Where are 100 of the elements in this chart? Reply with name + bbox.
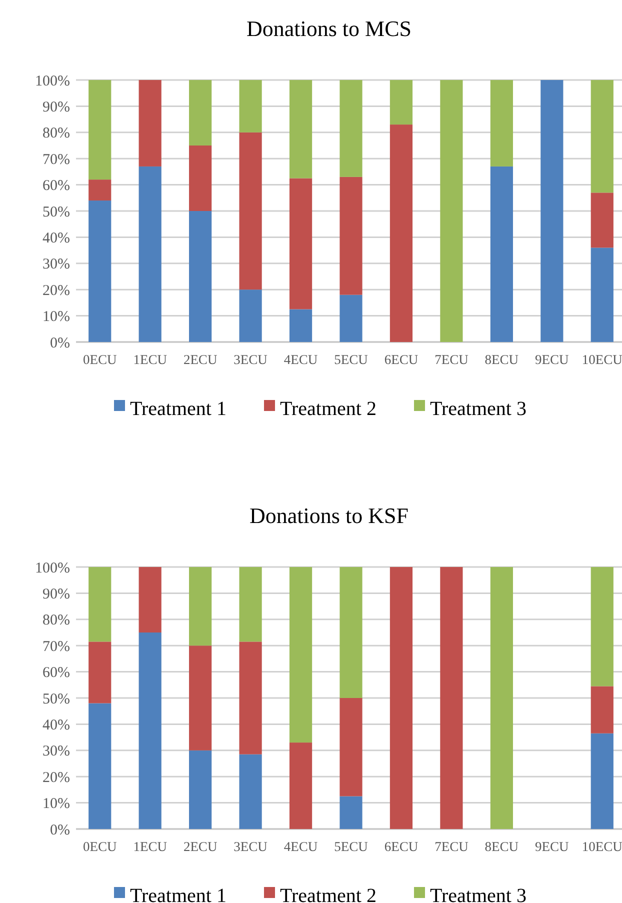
y-tick-label: 0% — [50, 822, 70, 838]
x-tick-label: 6ECU — [384, 839, 418, 854]
chart-title: Donations to MCS — [246, 16, 412, 41]
x-tick-label: 3ECU — [234, 839, 268, 854]
bar — [440, 567, 463, 829]
bar — [590, 567, 614, 686]
y-tick-label: 90% — [42, 586, 70, 602]
legend-label: Treatment 2 — [280, 398, 376, 420]
x-tick-label: 1ECU — [133, 839, 168, 854]
bar — [590, 686, 614, 734]
bar — [239, 754, 262, 829]
bar — [239, 290, 262, 342]
bar — [340, 796, 362, 829]
bar — [490, 166, 513, 342]
y-tick-label: 40% — [42, 230, 70, 246]
bar — [189, 750, 212, 829]
legend-label: Treatment 2 — [280, 885, 376, 903]
bar — [88, 200, 112, 342]
x-tick-label: 7ECU — [434, 839, 469, 854]
bar — [138, 567, 162, 632]
x-tick-label: 1ECU — [133, 352, 168, 367]
bar — [138, 80, 162, 166]
x-tick-label: 2ECU — [183, 352, 218, 367]
bar — [540, 80, 564, 342]
bar — [88, 703, 112, 829]
bar — [289, 80, 312, 178]
bar — [289, 309, 312, 342]
bar — [340, 567, 362, 698]
x-tick-label: 0ECU — [82, 352, 117, 367]
y-tick-label: 10% — [42, 796, 70, 812]
bar — [189, 646, 212, 750]
x-tick-label: 5ECU — [334, 839, 368, 854]
y-tick-label: 60% — [42, 665, 70, 682]
bar — [490, 567, 513, 829]
bar — [340, 698, 362, 796]
bar — [340, 176, 362, 295]
y-tick-label: 70% — [42, 152, 70, 168]
x-tick-label: 6ECU — [384, 352, 418, 367]
x-tick-label: 4ECU — [284, 352, 318, 367]
y-tick-label: 60% — [42, 178, 70, 194]
y-tick-label: 80% — [42, 612, 70, 629]
legend-label: Treatment 3 — [430, 885, 526, 903]
y-tick-label: 30% — [42, 744, 70, 760]
chart-title: Donations to KSF — [250, 503, 408, 528]
bar — [390, 124, 413, 342]
bar — [289, 567, 312, 743]
y-tick-label: 50% — [42, 691, 70, 708]
bar — [590, 192, 614, 248]
y-tick-label: 20% — [42, 770, 70, 786]
x-tick-label: 0ECU — [82, 839, 117, 854]
x-tick-label: 10ECU — [582, 352, 622, 367]
bar — [590, 80, 614, 193]
x-tick-label: 9ECU — [535, 352, 570, 367]
bar — [440, 80, 463, 342]
bar — [239, 132, 262, 290]
legend-label: Treatment 1 — [130, 885, 226, 903]
bar — [590, 733, 614, 829]
bar — [189, 211, 212, 342]
bar — [590, 248, 614, 342]
bar — [138, 632, 162, 829]
bar — [88, 567, 112, 642]
bar — [289, 742, 312, 829]
bar — [239, 567, 262, 642]
bar — [490, 80, 513, 166]
bar — [289, 178, 312, 310]
x-tick-label: 8ECU — [484, 352, 519, 367]
y-tick-label: 20% — [42, 282, 70, 299]
y-tick-label: 90% — [42, 99, 70, 116]
bar — [88, 180, 112, 201]
bar — [88, 80, 112, 180]
bar — [390, 80, 413, 125]
legend-label: Treatment 3 — [430, 398, 526, 420]
bar — [189, 80, 212, 146]
x-tick-label: 2ECU — [183, 839, 218, 854]
legend-label: Treatment 1 — [130, 398, 226, 420]
y-tick-label: 100% — [35, 560, 70, 576]
bar — [138, 166, 162, 342]
y-tick-label: 100% — [35, 73, 70, 90]
x-tick-label: 7ECU — [434, 352, 469, 367]
x-tick-label: 9ECU — [535, 839, 570, 854]
bar — [239, 642, 262, 754]
x-tick-label: 3ECU — [234, 352, 268, 367]
y-tick-label: 70% — [42, 638, 70, 655]
bar — [340, 294, 362, 342]
y-tick-label: 40% — [42, 717, 70, 734]
y-tick-label: 80% — [42, 126, 70, 142]
bar — [390, 567, 413, 829]
y-tick-label: 30% — [42, 256, 70, 273]
x-tick-label: 10ECU — [582, 839, 622, 854]
bar — [189, 146, 212, 211]
bar — [239, 80, 262, 132]
x-tick-label: 5ECU — [334, 352, 368, 367]
x-tick-label: 8ECU — [484, 839, 519, 854]
bar — [88, 642, 112, 704]
bar — [189, 567, 212, 646]
y-tick-label: 50% — [42, 204, 70, 220]
y-tick-label: 10% — [42, 309, 70, 326]
x-tick-label: 4ECU — [284, 839, 318, 854]
y-tick-label: 0% — [50, 335, 70, 352]
bar — [340, 80, 362, 177]
